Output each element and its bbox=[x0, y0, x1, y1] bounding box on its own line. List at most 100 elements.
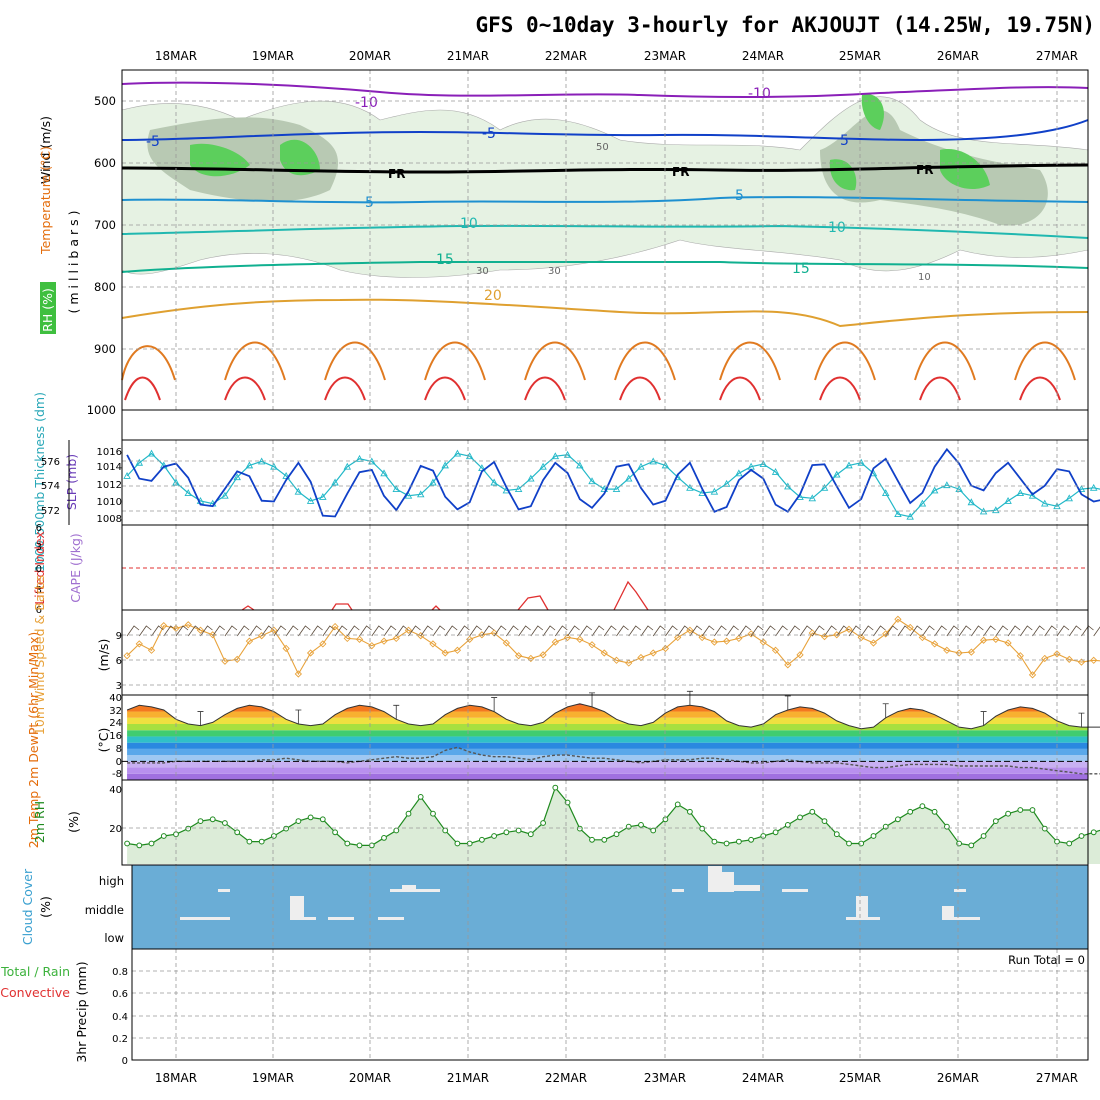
thickness-point bbox=[612, 485, 621, 493]
cloud-bar bbox=[782, 889, 808, 892]
wind-speed-point bbox=[722, 637, 731, 645]
rh-point bbox=[687, 808, 693, 815]
cloud-level-high: high bbox=[99, 874, 124, 888]
thickness-point bbox=[221, 491, 229, 499]
wind-speed-point bbox=[1016, 652, 1024, 660]
wind-speed-point bbox=[355, 635, 364, 643]
li-tick: 0 bbox=[36, 564, 42, 575]
precip-tick: 0.8 bbox=[112, 967, 128, 978]
contour-label: 20 bbox=[484, 288, 502, 304]
wind-barb bbox=[640, 625, 654, 637]
rh-point bbox=[417, 794, 424, 800]
wind-barb bbox=[518, 625, 531, 637]
thickness-point bbox=[282, 471, 290, 479]
thickness-point bbox=[343, 462, 352, 470]
thickness-point bbox=[380, 469, 388, 477]
precip-tick: 0.6 bbox=[112, 989, 128, 1000]
rh-point bbox=[772, 829, 779, 836]
wind-barb bbox=[273, 625, 287, 637]
thickness-tick: 574 bbox=[41, 481, 60, 492]
rh-point bbox=[258, 838, 265, 845]
dewpoint-line bbox=[127, 746, 1100, 775]
wind-barb bbox=[971, 625, 984, 637]
contour-label: FR bbox=[916, 163, 933, 177]
wind-barb bbox=[322, 625, 336, 637]
wind-barb bbox=[799, 625, 813, 637]
wind-axis-label: Wind (m/s) bbox=[38, 116, 53, 184]
panel-frames bbox=[68, 69, 1089, 1061]
wind-speed-point bbox=[233, 655, 241, 664]
thickness-point bbox=[551, 452, 560, 460]
wind-speed-point bbox=[979, 636, 988, 644]
wind-barb bbox=[701, 625, 715, 637]
wind-speed-point bbox=[453, 646, 462, 654]
slp-tick: 1014 bbox=[97, 462, 122, 473]
precip-total-label: Total / Rain bbox=[0, 964, 70, 979]
date-label: 27MAR bbox=[1036, 1071, 1078, 1085]
temp-tick: 16 bbox=[109, 731, 122, 742]
precip-axis-label: 3hr Precip (mm) bbox=[74, 961, 89, 1062]
wind-speed-point bbox=[637, 653, 645, 662]
run-total-label: Run Total = 0 bbox=[1008, 953, 1085, 967]
rh-point bbox=[124, 840, 130, 847]
rh-legend-swatch bbox=[40, 282, 56, 334]
wind-speed-point bbox=[1077, 658, 1086, 666]
wind-speed-point bbox=[674, 633, 682, 642]
temp-whisker bbox=[491, 697, 498, 712]
rh-point bbox=[344, 840, 351, 847]
wind-speed-point bbox=[502, 639, 511, 647]
cape-panel: Lifted Index CAPE (J/kg) 6 3 0 3 6 bbox=[32, 523, 1088, 616]
wind-speed-point bbox=[1053, 650, 1061, 658]
rh-point bbox=[442, 827, 449, 834]
rh-point bbox=[283, 825, 290, 832]
wind-speed-point bbox=[967, 648, 975, 656]
rh-point bbox=[858, 840, 865, 847]
rh-point bbox=[234, 829, 241, 836]
cloud-level-low: low bbox=[104, 931, 124, 945]
wind-barb bbox=[236, 625, 250, 637]
date-label: 18MAR bbox=[155, 1071, 197, 1085]
wind-barb bbox=[151, 625, 164, 637]
wind-barb bbox=[126, 625, 140, 637]
date-label: 19MAR bbox=[252, 49, 294, 63]
wind-speed-point bbox=[135, 640, 143, 648]
slp-tick: 1012 bbox=[97, 480, 122, 491]
wind-speed-point bbox=[527, 654, 535, 663]
lifted-index-axis-label: Lifted Index bbox=[32, 531, 47, 605]
rh-point bbox=[821, 818, 828, 824]
lifted-index-line bbox=[241, 580, 649, 611]
rh-point bbox=[736, 838, 742, 845]
wind-speed-point bbox=[918, 633, 927, 642]
wind-speed-point bbox=[429, 640, 437, 648]
wind-speed-point bbox=[331, 622, 339, 631]
cloud-bars bbox=[180, 866, 980, 920]
wind-barb bbox=[873, 625, 886, 637]
wind-barb bbox=[738, 625, 752, 637]
cloud-bar bbox=[734, 885, 760, 891]
upper-air-panel: -10 -10 -5 -5 5 5 5 10 10 15 15 20 FR FR… bbox=[38, 81, 1089, 417]
thickness-tick: 572 bbox=[41, 506, 60, 517]
rh-point bbox=[1041, 825, 1048, 832]
date-label: 19MAR bbox=[252, 1071, 294, 1085]
wind-speed-point bbox=[1004, 639, 1012, 647]
wind-barb bbox=[383, 625, 397, 637]
rh-point bbox=[393, 827, 400, 834]
precip-tick: 0 bbox=[122, 1056, 128, 1067]
rh-point bbox=[784, 822, 791, 828]
rh-point bbox=[479, 836, 485, 843]
wind-speed-point bbox=[992, 635, 1000, 643]
thickness-point bbox=[955, 485, 963, 493]
wind-barb bbox=[554, 625, 568, 637]
top-date-labels: 18MAR 19MAR 20MAR 21MAR 22MAR 23MAR 24MA… bbox=[155, 49, 1078, 63]
rh-point bbox=[1005, 810, 1011, 817]
temp-band bbox=[127, 742, 1088, 749]
rh-series bbox=[124, 784, 1100, 864]
temp-tick: 40 bbox=[109, 693, 122, 704]
contour-label: 15 bbox=[436, 252, 454, 268]
temperature-contours bbox=[121, 81, 1089, 328]
cape-axis-label: CAPE (J/kg) bbox=[68, 533, 83, 603]
wind-speed-point bbox=[955, 649, 963, 657]
thickness-point bbox=[894, 510, 902, 518]
wind-speed-point bbox=[306, 649, 315, 657]
thickness-point bbox=[1065, 494, 1073, 502]
